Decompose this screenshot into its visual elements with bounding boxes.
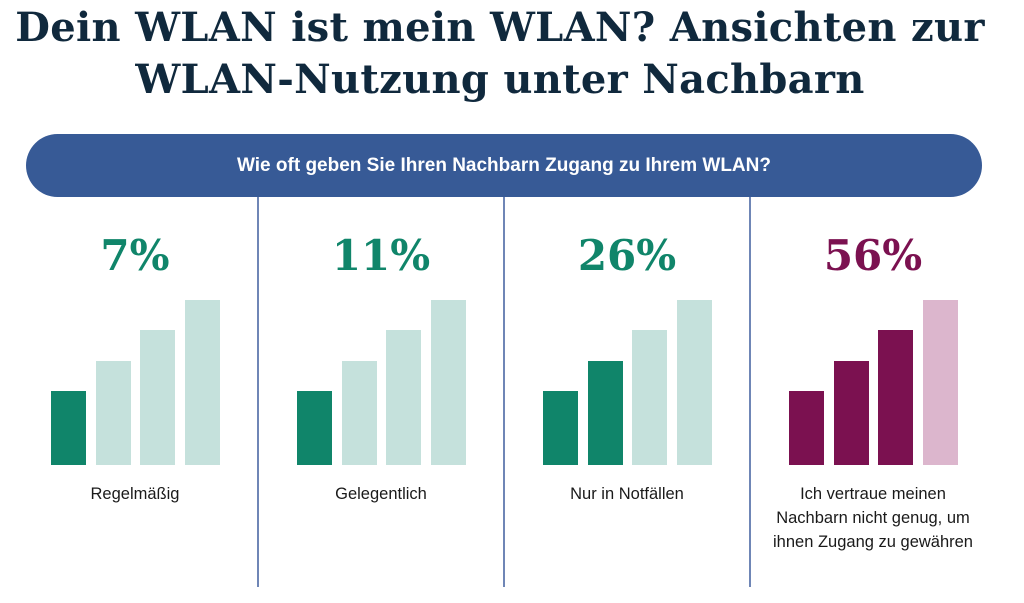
question-text: Wie oft geben Sie Ihren Nachbarn Zugang … [237,154,771,176]
signal-bar-empty [676,300,712,465]
signal-bar-empty [140,330,175,465]
signal-bars-icon [543,297,713,465]
column-divider [257,197,259,587]
category-label: Nur in Notfällen [570,485,684,503]
signal-bar-empty [632,330,667,465]
question-banner: Wie oft geben Sie Ihren Nachbarn Zugang … [26,134,982,197]
signal-bar-empty [95,361,131,465]
category-label: Gelegentlich [335,485,427,503]
page-title: Dein WLAN ist mein WLAN? Ansichten zur W… [15,4,985,103]
signal-bar-empty [922,300,958,465]
category-label: Regelmäßig [90,485,180,503]
category-column: 7% Regelmäßig [12,197,258,597]
column-divider [749,197,751,587]
signal-bar-filled [789,391,824,465]
category-column: 56% Ich vertraue meinen Nachbarn nicht ge… [750,197,996,597]
signal-bar-filled [51,391,86,465]
signal-bars-icon [51,297,221,465]
category-column: 26% Nur in Notfällen [504,197,750,597]
signal-bars-icon [297,297,467,465]
value-label: 11% [331,231,431,280]
value-label: 7% [100,231,170,280]
signal-bar-filled [878,330,913,465]
signal-bar-empty [430,300,466,465]
signal-bar-empty [386,330,421,465]
signal-bars-icon [789,297,959,465]
value-label: 56% [823,231,923,280]
signal-bar-filled [297,391,332,465]
signal-bar-empty [184,300,220,465]
signal-bar-filled [587,361,623,465]
column-divider [503,197,505,587]
signal-bar-empty [341,361,377,465]
category-column: 11% Gelegentlich [258,197,504,597]
signal-bar-filled [833,361,869,465]
value-label: 26% [577,231,677,280]
signal-bar-filled [543,391,578,465]
category-label: Ich vertraue meinen Nachbarn nicht genug… [773,485,973,551]
